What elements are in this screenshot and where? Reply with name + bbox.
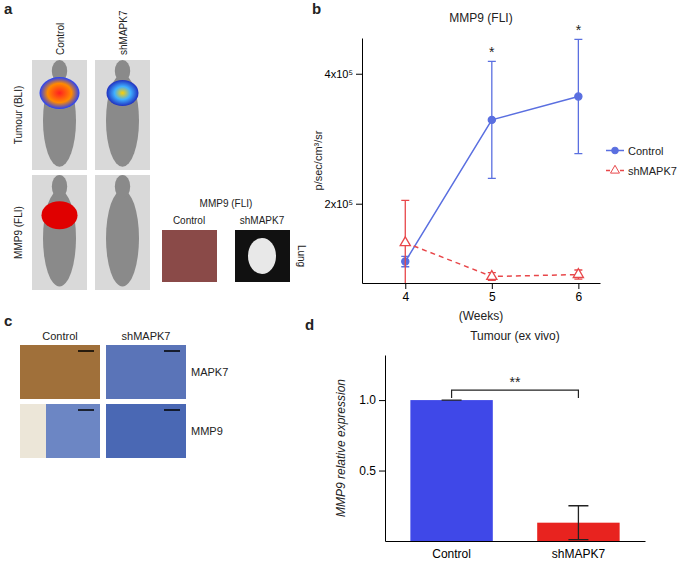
photo <box>162 230 217 282</box>
legend-item: Control <box>606 145 663 157</box>
tick-mark <box>356 74 362 75</box>
x-axis: Control shMAPK7 <box>386 542 646 561</box>
y-axis: 0.5 1.0 <box>359 356 385 542</box>
axis-line <box>363 283 601 284</box>
axis-line <box>362 39 363 284</box>
photo <box>235 230 290 282</box>
column-label: shMAPK7 <box>240 215 285 226</box>
tick: Control <box>432 547 471 561</box>
panel-label: d <box>305 316 314 333</box>
column-label: Control <box>55 23 66 55</box>
row-label: Lung <box>296 245 307 267</box>
column-label: Control <box>173 215 205 226</box>
point <box>488 116 495 123</box>
tick-mark <box>379 400 385 401</box>
error-bar <box>442 399 462 400</box>
tick: 6 <box>576 283 583 304</box>
error-bar <box>488 61 496 178</box>
point <box>487 271 497 280</box>
annotation: ** <box>510 374 521 390</box>
tick-label: 4x10⁵ <box>325 68 353 80</box>
tick-mark <box>578 283 579 289</box>
plot-area <box>400 39 583 283</box>
row-label: MAPK7 <box>191 366 228 378</box>
axis-title: (Weeks) <box>459 309 503 323</box>
significance-bracket <box>452 390 579 398</box>
bar <box>410 400 492 541</box>
tick: 2x10⁵ <box>325 198 362 210</box>
figure: a b c d Control shMAPK7 Tumour (BLI) MMP9 (FLI)… <box>0 0 685 566</box>
photo <box>106 404 186 458</box>
tick-label: 6 <box>576 290 583 304</box>
error-bar <box>574 39 582 153</box>
tick-label: 1.0 <box>359 393 376 407</box>
point <box>400 237 410 246</box>
photo <box>20 404 100 458</box>
legend-label: Control <box>628 145 663 157</box>
tick-label: 2x10⁵ <box>325 198 353 210</box>
tick: shMAPK7 <box>552 547 606 561</box>
photo <box>32 60 87 170</box>
tick-mark <box>356 204 362 205</box>
row-label: MMP9 <box>191 425 223 437</box>
row-label: Tumour (BLI) <box>13 86 24 145</box>
tick-label: 5 <box>489 290 496 304</box>
chart-title: MMP9 (FLI) <box>449 11 512 25</box>
column-label: Control <box>42 330 77 342</box>
chart-title: Tumour (ex vivo) <box>470 329 560 343</box>
x-axis: 4 5 6 <box>363 283 601 304</box>
photo <box>20 345 100 399</box>
panel-label: b <box>312 0 321 17</box>
tick-mark <box>405 283 406 289</box>
inset-title: MMP9 (FLI) <box>200 198 253 209</box>
point <box>575 93 582 100</box>
point <box>573 269 583 278</box>
axis-title: p/sec/cm³/sr <box>312 130 324 190</box>
panel-label: c <box>4 312 12 329</box>
photo <box>106 345 186 399</box>
error-bar <box>568 506 588 540</box>
tick-label: 4 <box>402 290 409 304</box>
column-label: shMAPK7 <box>122 330 171 342</box>
tick: 4x10⁵ <box>325 68 362 80</box>
tick: 1.0 <box>359 393 385 407</box>
axis-title: MMP9 relative expression <box>334 379 348 517</box>
plot-area <box>410 400 619 541</box>
tick: 5 <box>489 283 496 304</box>
tick-mark <box>492 283 493 289</box>
row-label: MMP9 (FLI) <box>13 206 24 259</box>
annotation: * <box>576 22 582 38</box>
axis-line <box>386 541 646 542</box>
photo <box>32 175 87 290</box>
axis-line <box>385 356 386 542</box>
tick-label: Control <box>432 547 471 561</box>
annotation: * <box>489 44 495 60</box>
panel-label: a <box>4 0 13 17</box>
column-label: shMAPK7 <box>118 10 129 55</box>
legend-label: shMAPK7 <box>628 165 677 177</box>
tick: 4 <box>402 283 409 304</box>
photo <box>95 175 150 290</box>
tick: 0.5 <box>359 464 385 478</box>
photo <box>95 60 150 170</box>
tick-label: shMAPK7 <box>552 547 606 561</box>
tick-mark <box>379 471 385 472</box>
tick-label: 0.5 <box>359 464 376 478</box>
y-axis: 2x10⁵ 4x10⁵ <box>325 39 363 284</box>
legend-item: shMAPK7 <box>606 165 677 177</box>
